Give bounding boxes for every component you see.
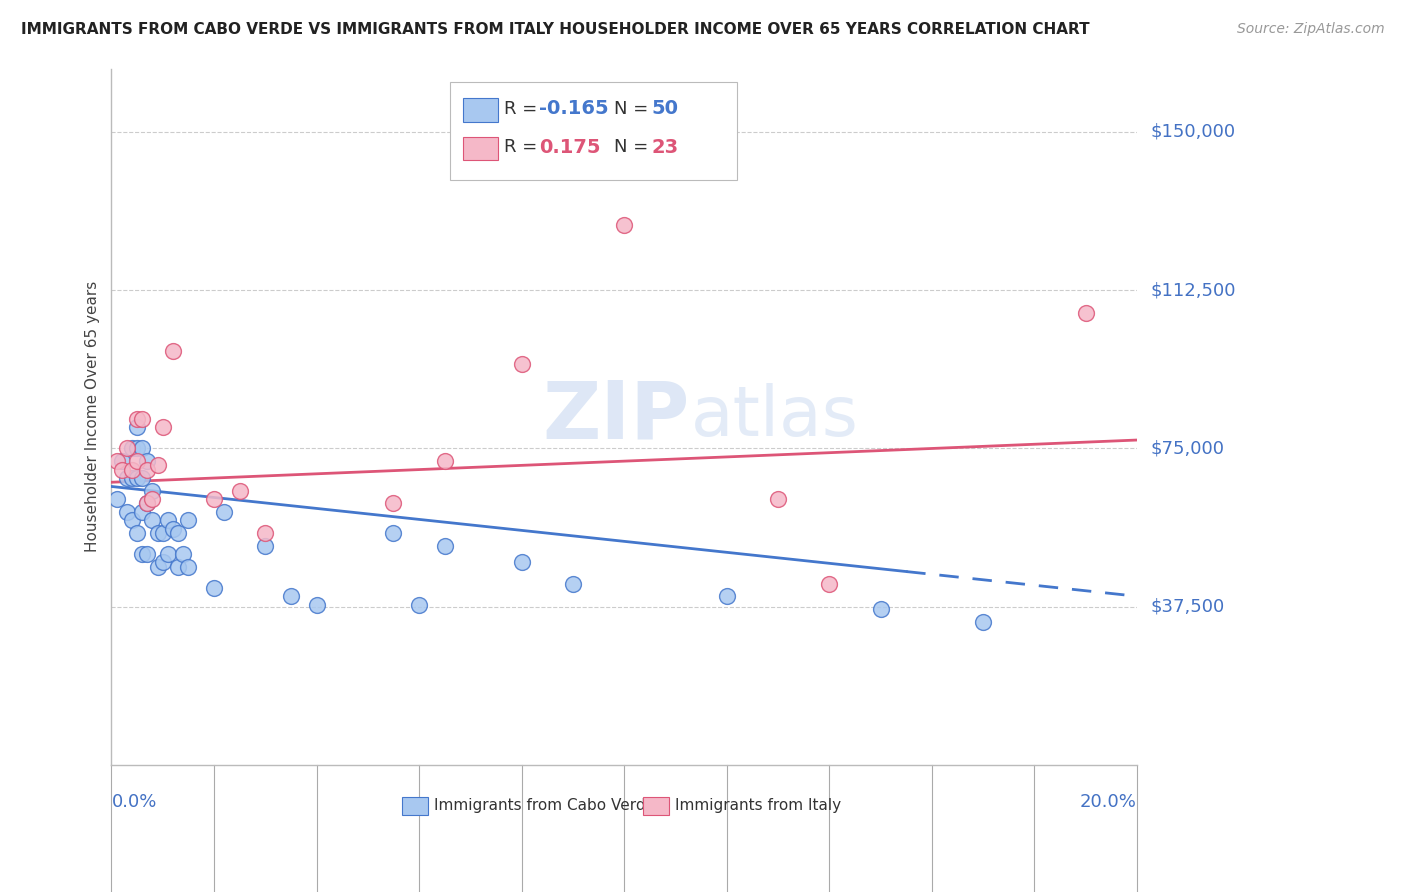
FancyBboxPatch shape bbox=[450, 82, 737, 180]
Point bbox=[177, 513, 200, 527]
Point bbox=[408, 598, 430, 612]
FancyBboxPatch shape bbox=[463, 98, 498, 122]
Text: N =: N = bbox=[614, 138, 654, 156]
Point bbox=[125, 412, 148, 426]
Text: IMMIGRANTS FROM CABO VERDE VS IMMIGRANTS FROM ITALY HOUSEHOLDER INCOME OVER 65 Y: IMMIGRANTS FROM CABO VERDE VS IMMIGRANTS… bbox=[21, 22, 1090, 37]
Point bbox=[162, 522, 184, 536]
Point bbox=[152, 420, 174, 434]
Point bbox=[510, 556, 533, 570]
Point bbox=[141, 483, 163, 498]
Point bbox=[716, 589, 738, 603]
Point bbox=[111, 454, 134, 468]
Point bbox=[167, 559, 190, 574]
Point bbox=[818, 576, 841, 591]
Point bbox=[228, 483, 250, 498]
Point bbox=[254, 539, 277, 553]
Text: 20.0%: 20.0% bbox=[1080, 793, 1137, 811]
Point bbox=[125, 420, 148, 434]
Point bbox=[121, 462, 143, 476]
Point bbox=[146, 525, 169, 540]
Point bbox=[156, 547, 179, 561]
Point bbox=[131, 547, 153, 561]
Text: 23: 23 bbox=[652, 137, 679, 157]
Point bbox=[254, 525, 277, 540]
Point bbox=[136, 496, 159, 510]
FancyBboxPatch shape bbox=[643, 797, 669, 815]
Point bbox=[125, 525, 148, 540]
Point bbox=[433, 454, 456, 468]
Point bbox=[972, 615, 994, 629]
Point bbox=[136, 547, 159, 561]
Point bbox=[115, 442, 138, 456]
Point bbox=[280, 589, 302, 603]
Point bbox=[433, 539, 456, 553]
Point bbox=[1074, 306, 1097, 320]
Point bbox=[121, 513, 143, 527]
Point bbox=[136, 454, 159, 468]
Point bbox=[136, 462, 159, 476]
Point bbox=[561, 576, 583, 591]
Text: $75,000: $75,000 bbox=[1152, 440, 1225, 458]
FancyBboxPatch shape bbox=[463, 136, 498, 161]
Point bbox=[382, 496, 405, 510]
Point bbox=[121, 471, 143, 485]
Text: $112,500: $112,500 bbox=[1152, 281, 1236, 299]
Point bbox=[510, 357, 533, 371]
Point bbox=[131, 471, 153, 485]
Text: Source: ZipAtlas.com: Source: ZipAtlas.com bbox=[1237, 22, 1385, 37]
Text: N =: N = bbox=[614, 100, 654, 118]
Text: R =: R = bbox=[505, 100, 543, 118]
Point bbox=[141, 492, 163, 507]
Point bbox=[152, 556, 174, 570]
Point bbox=[105, 492, 128, 507]
Point bbox=[105, 454, 128, 468]
Point bbox=[152, 525, 174, 540]
Point bbox=[212, 505, 235, 519]
Text: $37,500: $37,500 bbox=[1152, 598, 1225, 615]
Point bbox=[146, 559, 169, 574]
Point bbox=[125, 442, 148, 456]
Text: 0.175: 0.175 bbox=[538, 137, 600, 157]
Text: Immigrants from Cabo Verde: Immigrants from Cabo Verde bbox=[434, 798, 655, 813]
Text: Immigrants from Italy: Immigrants from Italy bbox=[675, 798, 842, 813]
Point bbox=[111, 462, 134, 476]
Point bbox=[382, 525, 405, 540]
Point bbox=[162, 344, 184, 359]
Y-axis label: Householder Income Over 65 years: Householder Income Over 65 years bbox=[86, 281, 100, 552]
Text: $150,000: $150,000 bbox=[1152, 123, 1236, 141]
Point bbox=[177, 559, 200, 574]
Point bbox=[146, 458, 169, 473]
Point bbox=[141, 513, 163, 527]
Point bbox=[115, 471, 138, 485]
FancyBboxPatch shape bbox=[402, 797, 429, 815]
Point bbox=[613, 218, 636, 232]
Point bbox=[125, 471, 148, 485]
Point bbox=[125, 454, 148, 468]
Point bbox=[156, 513, 179, 527]
Text: R =: R = bbox=[505, 138, 543, 156]
Point bbox=[305, 598, 328, 612]
Text: -0.165: -0.165 bbox=[538, 99, 609, 119]
Point bbox=[136, 496, 159, 510]
Point bbox=[131, 505, 153, 519]
Text: atlas: atlas bbox=[690, 384, 859, 450]
Point bbox=[766, 492, 789, 507]
Point bbox=[167, 525, 190, 540]
Point bbox=[869, 602, 891, 616]
Point bbox=[202, 492, 225, 507]
Point bbox=[172, 547, 194, 561]
Text: ZIP: ZIP bbox=[543, 378, 689, 456]
Text: 0.0%: 0.0% bbox=[111, 793, 157, 811]
Point bbox=[202, 581, 225, 595]
Text: 50: 50 bbox=[652, 99, 679, 119]
Point bbox=[131, 442, 153, 456]
Point bbox=[121, 442, 143, 456]
Point bbox=[131, 412, 153, 426]
Point bbox=[115, 505, 138, 519]
